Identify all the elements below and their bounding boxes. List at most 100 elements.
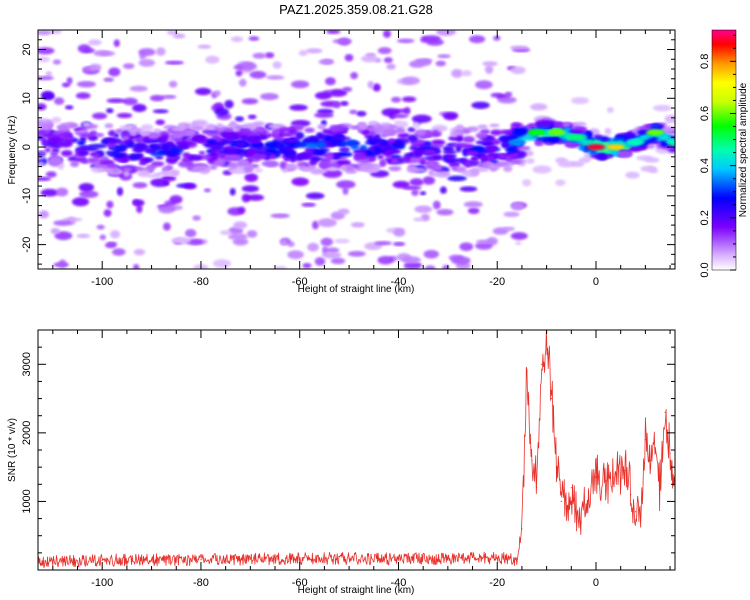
snr-data-point bbox=[521, 528, 523, 530]
spectrogram-cell bbox=[240, 128, 251, 133]
spectrogram-cell bbox=[422, 35, 441, 43]
spectrogram-cell bbox=[235, 124, 242, 132]
spectrogram-cell bbox=[106, 98, 126, 103]
spectrogram-cell bbox=[87, 157, 98, 164]
spectrogram-cell bbox=[321, 59, 334, 65]
spectrogram-cell bbox=[456, 166, 467, 173]
spectrogram-cell bbox=[505, 145, 516, 153]
spectrogram-cell bbox=[193, 164, 208, 171]
spectrogram-cell bbox=[274, 265, 288, 269]
spectrogram-cell bbox=[129, 85, 148, 92]
x-tick-label: -20 bbox=[489, 577, 505, 589]
spectrogram-cell bbox=[510, 66, 526, 75]
spectrogram-cell bbox=[547, 136, 559, 143]
spectrogram-cell bbox=[489, 123, 500, 128]
spectrogram-cell bbox=[314, 257, 326, 266]
spectrogram-cell bbox=[287, 250, 304, 260]
spectrogram-cell bbox=[134, 166, 144, 171]
spectrogram-cell bbox=[123, 170, 130, 177]
spectrogram-cell bbox=[112, 248, 126, 256]
spectrogram-cell bbox=[295, 131, 305, 140]
spectrogram-cell bbox=[497, 96, 517, 104]
spectrogram-cell bbox=[38, 176, 52, 181]
spectrogram-cell bbox=[326, 30, 341, 34]
snr-data-point bbox=[496, 557, 498, 559]
spectrogram-cell bbox=[247, 114, 257, 120]
spectrogram-cell bbox=[230, 36, 244, 43]
y-tick-label: -20 bbox=[21, 237, 33, 253]
snr-data-point bbox=[664, 411, 666, 413]
spectrogram-cell bbox=[595, 153, 608, 161]
spectrogram-cell bbox=[279, 133, 293, 137]
spectrogram-cell bbox=[301, 202, 316, 207]
spectrogram-cell bbox=[374, 124, 384, 132]
spectrogram-cell bbox=[391, 96, 402, 103]
spectrogram-cell bbox=[79, 133, 94, 138]
spectrogram-ridge-point bbox=[626, 139, 645, 146]
spectrogram-cell bbox=[471, 101, 490, 110]
snr-data-point bbox=[649, 459, 651, 461]
spectrogram-cell bbox=[45, 71, 53, 77]
spectrogram-cell bbox=[240, 135, 248, 140]
spectrogram-cell bbox=[51, 116, 62, 123]
spectrogram-cell bbox=[392, 180, 410, 189]
spectrogram-y-tick-labels: -20 -10 0 10 20 bbox=[21, 43, 33, 252]
spectrogram-cell bbox=[464, 161, 471, 168]
snr-data-points bbox=[38, 336, 675, 563]
spectrogram-cell bbox=[122, 167, 133, 172]
spectrogram-cell bbox=[124, 143, 138, 148]
spectrogram-cell bbox=[589, 149, 597, 155]
spectrogram-cell bbox=[317, 218, 337, 228]
spectrogram-cell bbox=[38, 56, 50, 63]
spectrogram-cell bbox=[132, 199, 139, 206]
spectrogram-cell bbox=[150, 178, 170, 188]
x-tick-label: 0 bbox=[593, 276, 599, 288]
spectrogram-cell bbox=[462, 136, 475, 143]
spectrogram-cell bbox=[260, 93, 279, 101]
spectrogram-cell bbox=[451, 69, 463, 78]
spectrogram-y-axis-label: Frequency (Hz) bbox=[7, 116, 18, 185]
spectrogram-cell bbox=[164, 60, 184, 65]
spectrogram-cell bbox=[158, 171, 174, 176]
spectrogram-cell bbox=[228, 233, 248, 241]
spectrogram-cell bbox=[322, 128, 331, 135]
spectrogram-cell bbox=[484, 144, 499, 152]
spectrogram-cell bbox=[388, 165, 402, 172]
spectrogram-cell bbox=[38, 129, 44, 137]
snr-data-point bbox=[570, 487, 572, 489]
spectrogram-cell bbox=[482, 162, 491, 167]
spectrogram-cell bbox=[246, 230, 258, 238]
spectrogram-cell bbox=[239, 78, 247, 87]
spectrogram-cell bbox=[411, 167, 427, 173]
spectrogram-cell bbox=[407, 127, 416, 133]
spectrogram-cell bbox=[380, 141, 388, 147]
spectrogram-cell bbox=[186, 161, 195, 166]
spectrogram-ridge-point bbox=[587, 144, 605, 151]
spectrogram-cell bbox=[106, 200, 114, 209]
spectrogram-cell bbox=[137, 169, 150, 177]
spectrogram-cell bbox=[113, 39, 120, 47]
spectrogram-cell bbox=[482, 61, 498, 67]
spectrogram-cell bbox=[83, 146, 99, 152]
spectrogram-cell bbox=[234, 140, 247, 148]
spectrogram-cell bbox=[475, 80, 493, 90]
spectrogram-cell bbox=[360, 55, 379, 63]
spectrogram-cell bbox=[246, 139, 262, 144]
spectrogram-cell bbox=[664, 114, 675, 124]
spectrogram-cell bbox=[133, 248, 146, 256]
spectrogram-cell bbox=[99, 160, 115, 165]
spectrogram-cell bbox=[499, 153, 506, 159]
spectrogram-cell bbox=[204, 123, 216, 131]
spectrogram-cell bbox=[135, 136, 144, 144]
snr-data-point bbox=[625, 470, 627, 472]
spectrogram-cell bbox=[48, 136, 64, 145]
spectrogram-cell bbox=[158, 205, 176, 214]
colorbar-tick-label: 0.0 bbox=[699, 262, 711, 277]
spectrogram-cell bbox=[463, 201, 483, 208]
colorbar-gradient bbox=[711, 29, 737, 271]
spectrogram-cell bbox=[44, 147, 51, 153]
spectrogram-cell bbox=[224, 99, 234, 109]
spectrogram-cell bbox=[52, 59, 62, 65]
spectrogram-cell bbox=[103, 77, 114, 82]
spectrogram-cell bbox=[276, 142, 285, 150]
